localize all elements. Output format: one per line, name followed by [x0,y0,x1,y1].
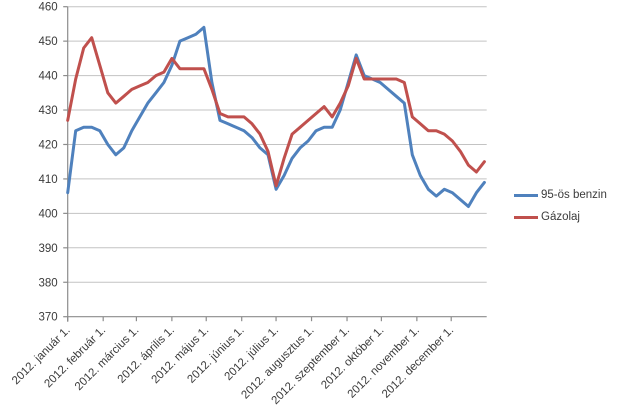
series-line-95-os-benzin [66,25,486,208]
y-tick-label: 440 [39,71,58,83]
y-tick-label: 380 [39,277,58,289]
legend-item-gazolaj: Gázolaj [514,211,607,224]
y-tick-label: 410 [39,174,58,186]
legend-swatch-benzin [514,194,538,197]
y-tick-label: 370 [39,312,58,324]
legend-label-gazolaj: Gázolaj [541,211,580,223]
legend-swatch-gazolaj [514,216,538,219]
x-tick-label: 2012. október 1. [319,324,386,391]
legend-item-benzin: 95-ös benzin [514,189,607,202]
legend-label-benzin: 95-ös benzin [541,189,607,201]
series-line-gazolaj [66,36,486,188]
chart-legend: 95-ös benzin Gázolaj [514,189,607,224]
y-tick-label: 430 [39,105,58,117]
x-tick-label: 2012. február 1. [42,324,108,390]
x-tick-label: 2012. március 1. [73,324,142,393]
y-tick-label: 420 [39,139,58,151]
y-tick-label: 460 [39,2,58,14]
y-tick-label: 390 [39,243,58,255]
y-tick-label: 450 [39,36,58,48]
y-tick-label: 400 [39,208,58,220]
